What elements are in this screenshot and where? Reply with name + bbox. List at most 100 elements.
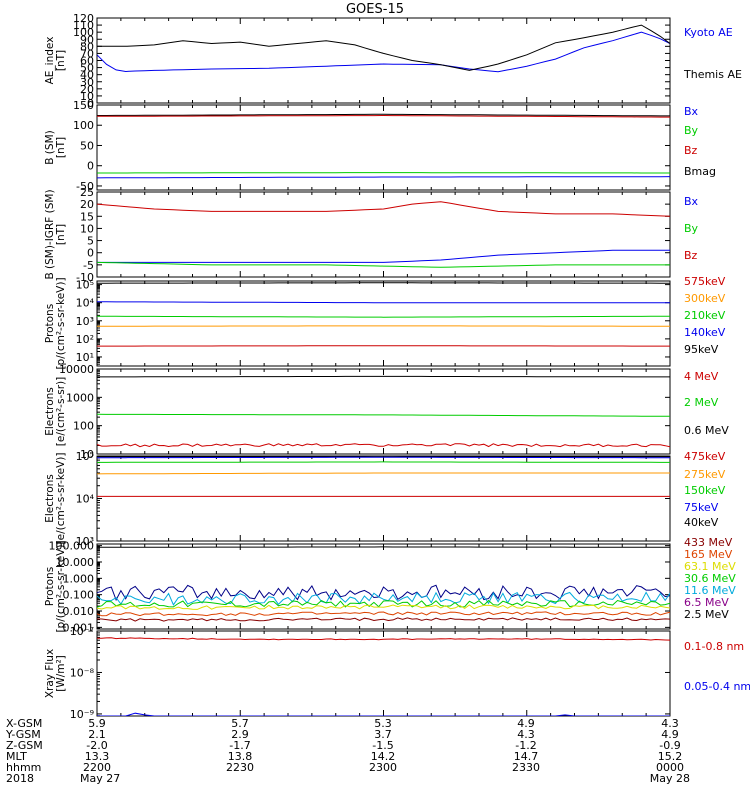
footer-row-label: MLT: [6, 750, 27, 763]
y-tick-label: 0: [87, 247, 94, 260]
series-line-bz: [97, 201, 670, 217]
panel-2: -50 0 50 100 150 B (SM)[nT] Bx By Bz Bmag: [44, 99, 716, 193]
y-tick-label: 110: [73, 19, 94, 32]
footer-value: -1.7: [229, 739, 250, 752]
y-tick-label: 120: [73, 12, 94, 25]
footer-value: 14.7: [514, 750, 539, 763]
panel-7: 0.001 0.010 0.100 1.000 10.000 100.000Protons…: [44, 536, 736, 634]
y-tick-label: 80: [80, 40, 94, 53]
legend-entry: 433 MeV: [684, 536, 733, 549]
footer-value: -1.5: [372, 739, 393, 752]
y-tick-label: 100: [73, 420, 94, 433]
y-tick-label: 30: [80, 76, 94, 89]
legend-entry: 2.5 MeV: [684, 608, 729, 621]
series-line-11-6-mev: [97, 591, 670, 606]
y-tick-label: 10³: [76, 315, 94, 328]
footer-value: 5.7: [231, 717, 249, 730]
series-line-150kev: [97, 461, 670, 463]
footer-value: May 27: [80, 772, 120, 785]
y-tick-label: 40: [80, 69, 94, 82]
footer-row-label: hhmm: [6, 761, 41, 774]
y-tick-label: 20: [80, 198, 94, 211]
y-tick-label: 10⁻⁷: [70, 625, 94, 638]
panel-4: 10¹ 10² 10³ 10⁴ 10⁵ Protons[p/(cm²-s-sr-keV)]…: [44, 275, 726, 370]
legend-entry: 63.1 MeV: [684, 560, 736, 573]
y-tick-label: 10: [80, 448, 94, 461]
legend-entry: 140keV: [684, 326, 726, 339]
legend-entry: Bz: [684, 249, 698, 262]
y-tick-label: 0: [87, 97, 94, 110]
legend-entry: 95keV: [684, 343, 719, 356]
y-tick-label: 10⁴: [76, 493, 95, 506]
footer-value: 15.2: [658, 750, 683, 763]
footer-value: 3.7: [374, 728, 392, 741]
y-tick-label: 10.000: [56, 556, 95, 569]
footer-value: 2300: [369, 761, 397, 774]
footer-value: 2230: [226, 761, 254, 774]
series-line-bmag: [97, 113, 670, 117]
y-tick-label: 60: [80, 55, 94, 68]
y-tick-label: 10¹: [76, 351, 94, 364]
y-axis-label: Protons[p/(cm²-s-sr-keV)]: [44, 277, 67, 369]
footer-row-label: Y-GSM: [5, 728, 41, 741]
legend-entry: 150keV: [684, 484, 726, 497]
panel-frame: [96, 455, 671, 542]
footer-value: 4.3: [661, 717, 679, 730]
legend-entry: 0.6 MeV: [684, 424, 729, 437]
legend-entry: 475keV: [684, 450, 726, 463]
series-line-bz: [97, 114, 670, 118]
y-tick-label: 70: [80, 47, 94, 60]
footer-value: -1.2: [515, 739, 536, 752]
legend-entry: 11.6 MeV: [684, 584, 736, 597]
legend-entry: Bmag: [684, 165, 716, 178]
y-tick-label: 20: [80, 83, 94, 96]
legend-entry: Kyoto AE: [684, 26, 733, 39]
legend-entry: 30.6 MeV: [684, 572, 736, 585]
series-line-kyoto-ae: [97, 31, 670, 73]
footer-value: 4.9: [517, 717, 535, 730]
series-line-bx: [97, 249, 670, 263]
series-line-433-mev: [97, 617, 670, 622]
panel-frame: [96, 630, 671, 717]
y-tick-label: -50: [76, 180, 94, 193]
legend-entry: 275keV: [684, 468, 726, 481]
y-tick-label: 150: [73, 99, 94, 112]
footer-row-label: Z-GSM: [6, 739, 43, 752]
y-tick-label: -10: [76, 271, 94, 284]
series-line-0-1-0-8-nm: [97, 637, 670, 641]
legend-entry: By: [684, 222, 699, 235]
footer-value: May 28: [650, 772, 690, 785]
series-line-0-6-mev: [97, 375, 670, 378]
y-tick-label: 10000: [59, 363, 94, 376]
footer-value: -0.9: [659, 739, 680, 752]
legend-entry: 75keV: [684, 501, 719, 514]
panel-frame: [96, 368, 671, 455]
y-tick-label: 0.010: [63, 605, 95, 618]
y-tick-label: 10: [80, 90, 94, 103]
y-axis-label: Protons[p/(cm²-s-sr-keV)]: [44, 540, 67, 632]
y-axis-label: AE_index[nT]: [44, 37, 67, 85]
y-tick-label: 0: [87, 160, 94, 173]
footer-value: 0000: [656, 761, 684, 774]
footer-value: 4.9: [661, 728, 679, 741]
footer-value: 14.2: [371, 750, 396, 763]
series-line-275kev: [97, 472, 670, 475]
y-tick-label: 0.100: [63, 589, 95, 602]
y-tick-label: 10²: [76, 333, 94, 346]
footer-value: 2200: [83, 761, 111, 774]
y-tick-label: 10⁻⁸: [70, 666, 95, 679]
footer-value: -2.0: [86, 739, 107, 752]
y-tick-label: 0.001: [63, 621, 95, 634]
legend-entry: 0.05-0.4 nm: [684, 680, 750, 693]
series-line-140kev: [97, 301, 670, 304]
y-tick-label: 100: [73, 119, 94, 132]
footer-value: 13.3: [85, 750, 110, 763]
footer-value: 2.1: [88, 728, 106, 741]
y-tick-label: 1.000: [63, 572, 95, 585]
